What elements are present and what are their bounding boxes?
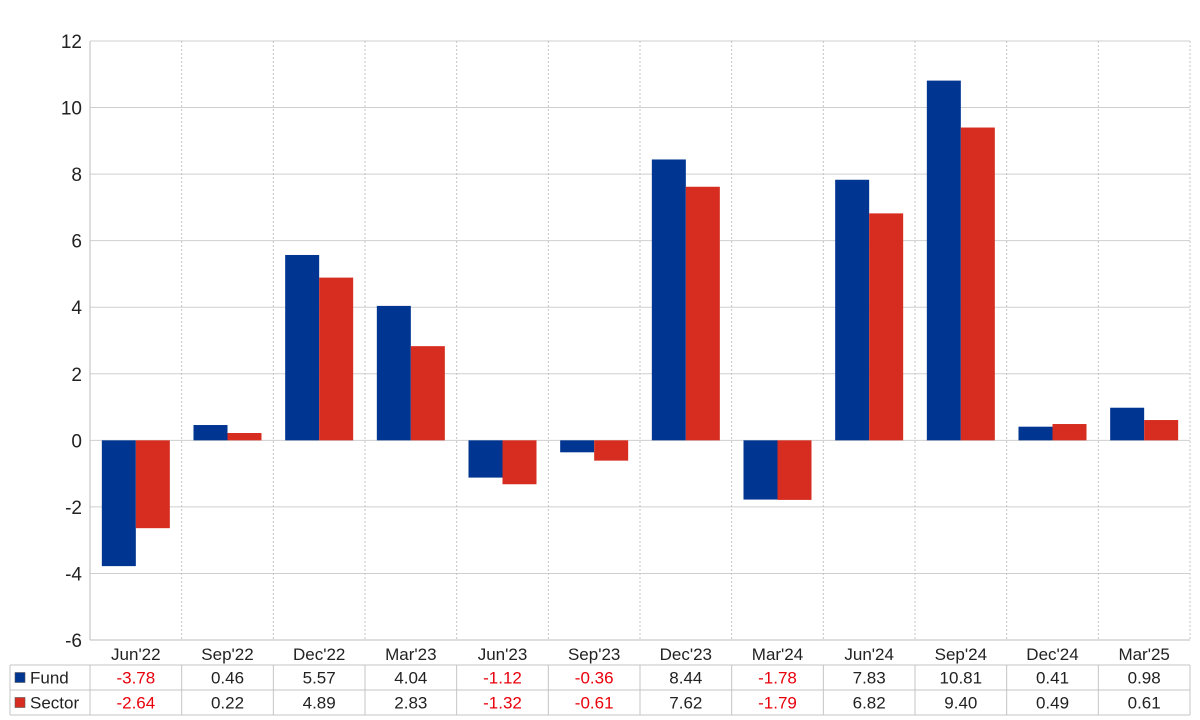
x-tick-label: Dec'24 (1026, 645, 1078, 664)
data-label: -1.79 (758, 694, 797, 713)
data-label: -1.78 (758, 669, 797, 688)
data-table: Jun'22 Sep'22 Dec'22 Mar'23 Jun'23 Sep'23 Dec'… (9, 639, 1191, 716)
bar-sector (1144, 420, 1179, 441)
x-tick-label: Jun'24 (844, 645, 894, 664)
grid (89, 40, 1191, 641)
data-label: -0.61 (575, 694, 614, 713)
y-tick-label: 4 (71, 298, 82, 319)
legend-label: Sector (30, 694, 79, 713)
x-tick-label: Dec'22 (293, 645, 345, 664)
y-axis: -6 -4 -2 0 2 4 6 8 10 12 (61, 32, 91, 652)
bar-sector (594, 440, 629, 461)
bars (101, 80, 1179, 567)
legend-swatch-fund (14, 672, 26, 683)
data-label: 4.04 (394, 669, 427, 688)
bar-fund (651, 159, 686, 441)
data-label: -3.78 (116, 669, 155, 688)
bar-fund (376, 305, 411, 441)
data-label: 0.49 (1036, 694, 1069, 713)
x-tick-label: Sep'23 (568, 645, 620, 664)
data-label: -0.36 (575, 669, 614, 688)
data-label: 9.40 (944, 694, 977, 713)
data-label: 0.22 (211, 694, 244, 713)
x-tick-label: Sep'24 (935, 645, 987, 664)
bar-fund (193, 425, 228, 441)
bar-sector (135, 440, 170, 529)
bar-sector (319, 277, 354, 441)
legend-label: Fund (30, 669, 69, 688)
x-tick-label: Dec'23 (660, 645, 712, 664)
data-label: 10.81 (940, 669, 983, 688)
data-label: 0.46 (211, 669, 244, 688)
x-tick-label: Jun'22 (111, 645, 161, 664)
data-label: -2.64 (116, 694, 155, 713)
y-tick-label: 8 (71, 165, 82, 186)
y-tick-label: 10 (61, 99, 82, 120)
data-label: 0.61 (1128, 694, 1161, 713)
data-label: -1.32 (483, 694, 522, 713)
data-label: 8.44 (669, 669, 702, 688)
bar-sector (410, 346, 445, 441)
bar-fund (285, 254, 320, 441)
x-tick-label: Sep'22 (201, 645, 253, 664)
y-tick-label: 2 (71, 365, 82, 386)
bar-fund (743, 440, 778, 500)
y-tick-label: 12 (61, 32, 82, 53)
x-tick-label: Jun'23 (478, 645, 528, 664)
bar-sector (960, 127, 995, 441)
x-tick-label: Mar'23 (385, 645, 436, 664)
data-label: 7.83 (853, 669, 886, 688)
y-tick-label: -2 (65, 498, 82, 519)
y-tick-label: 0 (71, 431, 82, 452)
legend-swatch-sector (14, 697, 26, 708)
bar-fund (835, 179, 870, 441)
x-tick-label: Mar'24 (752, 645, 803, 664)
data-label: 4.89 (303, 694, 336, 713)
data-label: 0.98 (1128, 669, 1161, 688)
bar-sector (685, 186, 720, 441)
bar-sector (227, 433, 262, 441)
bar-fund (1018, 426, 1053, 441)
bar-sector (777, 440, 812, 500)
y-tick-label: -4 (65, 564, 82, 585)
bar-fund (926, 80, 961, 441)
bar-fund (1110, 407, 1145, 441)
data-label: -1.12 (483, 669, 522, 688)
bar-sector (502, 440, 537, 485)
bar-sector (1052, 424, 1087, 441)
data-label: 5.57 (303, 669, 336, 688)
y-tick-label: -6 (65, 631, 82, 652)
bar-fund (468, 440, 503, 478)
bar-sector (869, 213, 904, 441)
bar-fund (101, 440, 136, 567)
data-label: 7.62 (669, 694, 702, 713)
y-tick-label: 6 (71, 232, 82, 253)
x-tick-label: Mar'25 (1118, 645, 1169, 664)
bar-fund (560, 440, 595, 453)
data-label: 6.82 (853, 694, 886, 713)
data-label: 2.83 (394, 694, 427, 713)
data-label: 0.41 (1036, 669, 1069, 688)
